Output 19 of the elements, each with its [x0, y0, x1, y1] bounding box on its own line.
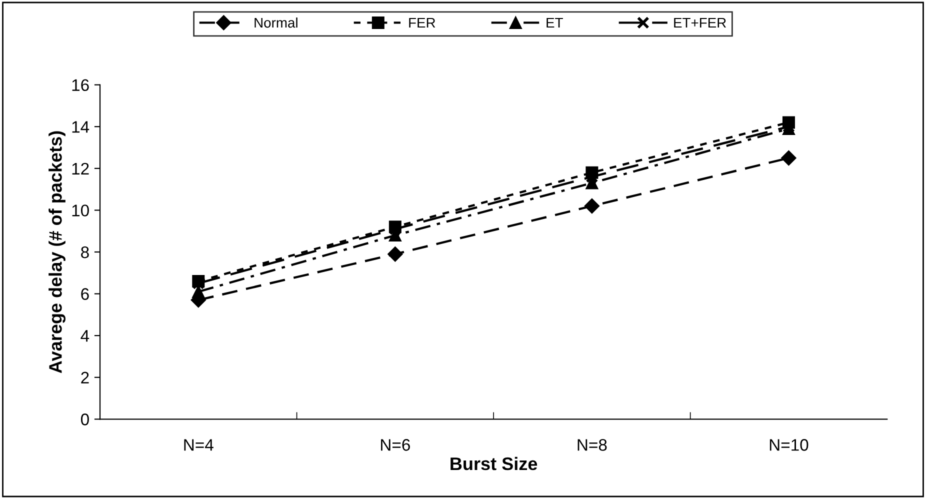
x-tick-label: N=8 [578, 439, 607, 451]
legend-label: ET [546, 18, 563, 28]
y-axis-title: Avarege delay (# of packets) [48, 131, 66, 374]
y-tick-label: 4 [80, 330, 90, 342]
x-tick-label: N=6 [381, 439, 410, 451]
legend-label: FER [409, 18, 436, 28]
y-tick-label: 2 [81, 372, 89, 384]
legend-label: ET+FER [674, 18, 726, 28]
x-tick-label: N=4 [184, 439, 214, 451]
y-tick-label: 10 [72, 204, 89, 216]
y-tick-label: 6 [81, 288, 89, 300]
y-tick-label: 14 [72, 121, 90, 133]
x-axis-title: Burst Size [450, 456, 538, 470]
legend-label: Normal [254, 17, 298, 28]
y-tick-label: 16 [72, 79, 89, 92]
x-tick-label: N=10 [770, 439, 808, 451]
y-tick-label: 12 [72, 162, 89, 174]
y-tick-label: 8 [81, 246, 89, 258]
y-tick-label: 0 [80, 414, 89, 426]
